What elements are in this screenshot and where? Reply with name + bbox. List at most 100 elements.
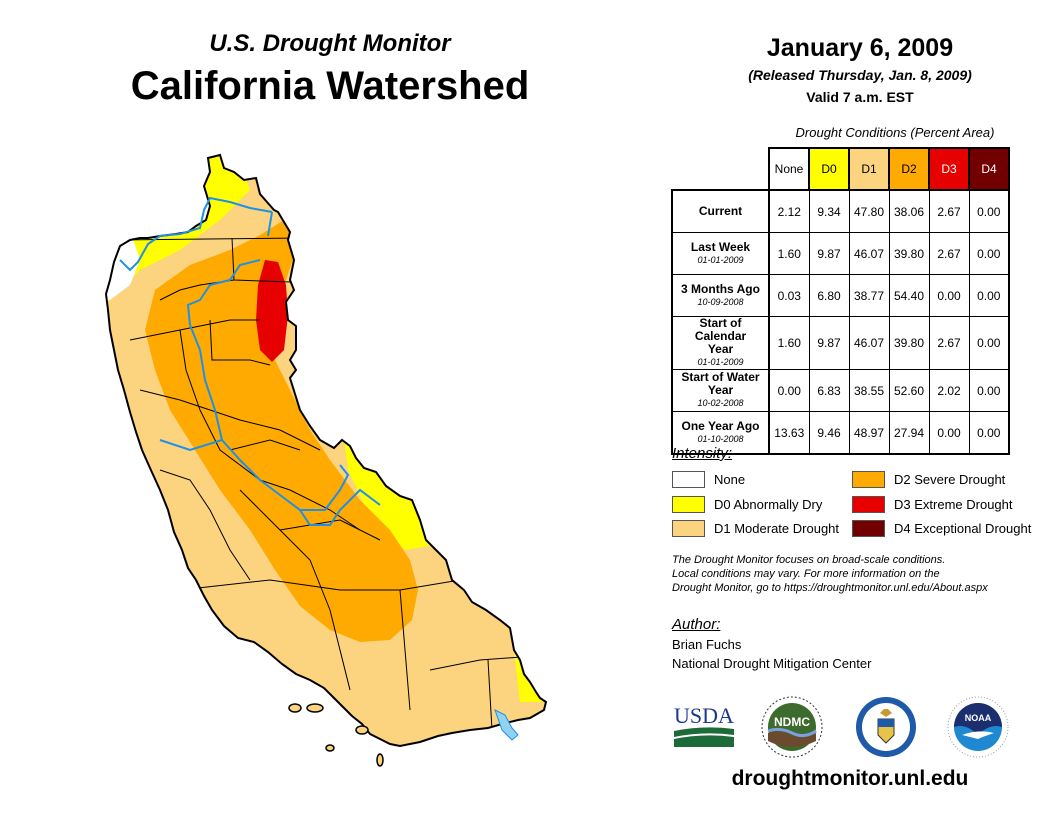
- cell-d3: 2.67: [929, 189, 970, 233]
- cell-d0: 9.34: [809, 189, 850, 233]
- cell-d2: 38.06: [889, 189, 930, 233]
- cell-d0: 9.46: [809, 411, 850, 455]
- legend-item: D1 Moderate Drought: [672, 520, 839, 537]
- cell-d4: 0.00: [969, 316, 1010, 370]
- website-url[interactable]: droughtmonitor.unl.edu: [731, 767, 969, 790]
- disclaimer: The Drought Monitor focuses on broad-sca…: [672, 553, 1042, 595]
- cell-d4: 0.00: [969, 189, 1010, 233]
- legend-swatch: [852, 520, 885, 537]
- legend-label: D3 Extreme Drought: [894, 497, 1013, 512]
- cell-d1: 38.77: [849, 274, 890, 317]
- release-date: (Released Thursday, Jan. 8, 2009): [748, 67, 972, 83]
- california-watershed-map: [105, 154, 547, 767]
- row-label-text: One Year Ago: [681, 418, 760, 433]
- map-subtitle: U.S. Drought Monitor: [209, 30, 451, 57]
- cell-d1: 46.07: [849, 232, 890, 275]
- cell-d1: 47.80: [849, 189, 890, 233]
- legend-item: None: [672, 471, 745, 488]
- row-date: 01-10-2008: [697, 433, 744, 444]
- table-row: Start of Calendar Year 01-01-2009 1.60 9.87…: [671, 316, 1010, 370]
- cell-d0: 9.87: [809, 316, 850, 370]
- usda-logo-text: USDA: [674, 703, 734, 728]
- cell-none: 0.00: [769, 369, 810, 412]
- disclaimer-line: Drought Monitor, go to https://droughtmo…: [672, 582, 988, 594]
- cell-none: 13.63: [769, 411, 810, 455]
- usda-logo: USDA: [674, 703, 734, 747]
- commerce-seal: [856, 697, 916, 757]
- disclaimer-line: The Drought Monitor focuses on broad-sca…: [672, 554, 946, 566]
- row-label: Start of Calendar Year 01-01-2009: [671, 316, 770, 370]
- legend-swatch: [672, 496, 705, 513]
- cell-d3: 2.02: [929, 369, 970, 412]
- row-label-text: 3 Months Ago: [681, 281, 760, 296]
- salton-sea: [494, 709, 519, 741]
- row-label-text: Start of Water Year: [681, 370, 760, 397]
- cell-d3: 0.00: [929, 274, 970, 317]
- legend-swatch: [852, 496, 885, 513]
- legend-item: D0 Abnormally Dry: [672, 496, 822, 513]
- cell-d2: 27.94: [889, 411, 930, 455]
- legend-label: D4 Exceptional Drought: [894, 521, 1032, 536]
- legend-title: Intensity:: [672, 445, 733, 462]
- cell-d2: 39.80: [889, 232, 930, 275]
- cell-d0: 6.80: [809, 274, 850, 317]
- cell-d1: 48.97: [849, 411, 890, 455]
- cell-none: 1.60: [769, 316, 810, 370]
- legend-label: D1 Moderate Drought: [714, 521, 840, 536]
- column-header-d3: D3: [928, 147, 970, 190]
- d2-region: [145, 210, 418, 642]
- column-header-d2: D2: [888, 147, 930, 190]
- row-label: Current: [671, 189, 770, 233]
- cell-d3: 2.67: [929, 232, 970, 275]
- d3-region: [256, 260, 288, 362]
- cell-none: 0.03: [769, 274, 810, 317]
- table-row: Last Week 01-01-2009 1.60 9.87 46.07 39.80 2.6…: [671, 232, 1010, 275]
- map-date: January 6, 2009: [766, 34, 954, 62]
- header-spacer: [672, 148, 769, 190]
- cell-d0: 9.87: [809, 232, 850, 275]
- table-caption: Drought Conditions (Percent Area): [795, 125, 995, 140]
- rivers: [119, 196, 381, 526]
- legend-item: D4 Exceptional Drought: [852, 520, 1031, 537]
- map-title: California Watershed: [130, 64, 530, 108]
- cell-d4: 0.00: [969, 274, 1010, 317]
- noaa-logo-text: NOAA: [965, 713, 992, 723]
- author-name: Brian Fuchs: [672, 637, 742, 652]
- cell-d1: 38.55: [849, 369, 890, 412]
- cell-d3: 2.67: [929, 316, 970, 370]
- cell-d2: 39.80: [889, 316, 930, 370]
- disclaimer-line: Local conditions may vary. For more info…: [672, 568, 940, 580]
- cell-none: 1.60: [769, 232, 810, 275]
- row-label: 3 Months Ago 10-09-2008: [671, 274, 770, 317]
- column-header-d4: D4: [968, 147, 1010, 190]
- cell-d4: 0.00: [969, 411, 1010, 455]
- column-header-none: None: [768, 147, 810, 190]
- drought-conditions-table: None D0 D1 D2 D3 D4 Current 2.12 9.34 47.80 38.06…: [671, 147, 1010, 455]
- row-date: 10-02-2008: [697, 398, 744, 408]
- cell-none: 2.12: [769, 189, 810, 233]
- cell-d2: 54.40: [889, 274, 930, 317]
- row-label-text: Current: [698, 204, 743, 218]
- table-row: Current 2.12 9.34 47.80 38.06 2.67 0.00: [671, 189, 1010, 233]
- table-row: Start of Water Year 10-02-2008 0.00 6.83 38.…: [671, 369, 1010, 412]
- table-row: One Year Ago 01-10-2008 13.63 9.46 48.97 27.9…: [671, 411, 1010, 455]
- row-label-text: Last Week: [690, 239, 751, 254]
- row-date: 01-01-2009: [697, 357, 744, 367]
- channel-islands: [288, 703, 384, 767]
- legend-label: D0 Abnormally Dry: [714, 497, 823, 512]
- cell-d4: 0.00: [969, 232, 1010, 275]
- column-header-d1: D1: [848, 147, 890, 190]
- legend-swatch: [672, 520, 705, 537]
- legend-label: D2 Severe Drought: [894, 472, 1006, 487]
- cell-d1: 46.07: [849, 316, 890, 370]
- legend-item: D2 Severe Drought: [852, 471, 1005, 488]
- column-header-d0: D0: [808, 147, 850, 190]
- table-header-row: None D0 D1 D2 D3 D4: [672, 147, 1010, 190]
- cell-d2: 52.60: [889, 369, 930, 412]
- row-label-text: Start of Calendar Year: [694, 316, 747, 356]
- author-title: Author:: [672, 616, 721, 633]
- cell-d4: 0.00: [969, 369, 1010, 412]
- legend-swatch: [672, 471, 705, 488]
- legend-swatch: [852, 471, 885, 488]
- cell-d3: 0.00: [929, 411, 970, 455]
